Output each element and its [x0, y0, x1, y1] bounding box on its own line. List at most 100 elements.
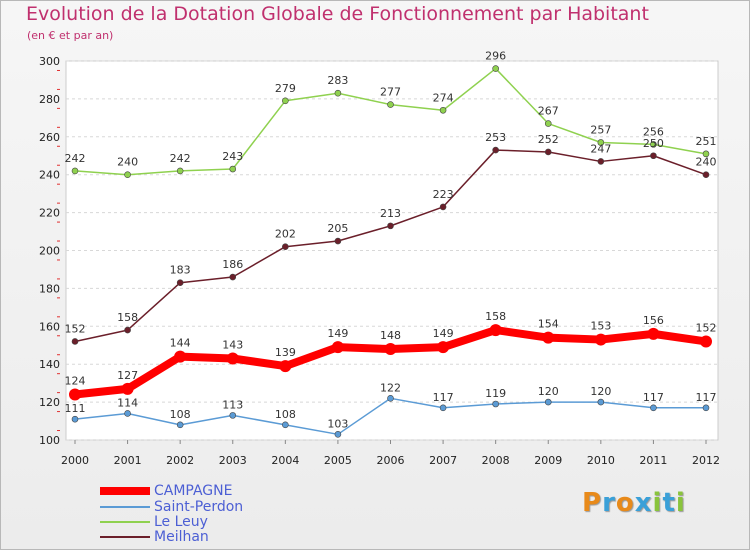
proxiti-logo: Proxiti	[582, 488, 686, 518]
data-point-meilhan	[439, 203, 447, 211]
data-point-le-leuy	[71, 167, 79, 175]
logo-letter: o	[615, 488, 635, 518]
data-label-saint-perdon: 114	[117, 396, 138, 409]
data-point-le-leuy	[492, 65, 499, 72]
y-tick-label: 120	[39, 396, 60, 409]
data-label-meilhan: 205	[327, 222, 348, 235]
data-point-saint-perdon	[71, 415, 79, 423]
data-point-meilhan	[71, 338, 79, 345]
data-point-saint-perdon	[282, 421, 289, 429]
data-point-le-leuy	[702, 150, 710, 158]
data-label-saint-perdon: 108	[170, 408, 191, 421]
chart-subtitle: (en € et par an)	[27, 29, 114, 42]
series-layer	[69, 65, 712, 438]
data-label-saint-perdon: 122	[380, 381, 401, 394]
data-point-campagne	[437, 341, 450, 354]
data-point-meilhan	[597, 158, 605, 165]
data-label-saint-perdon: 120	[590, 385, 611, 398]
y-tick-label: 260	[39, 131, 60, 144]
legend-swatch-saint-perdon	[100, 506, 150, 508]
x-tick-label: 2001	[114, 454, 142, 467]
data-label-meilhan: 223	[433, 188, 454, 201]
y-tick-label: 240	[39, 169, 60, 182]
logo-letter: t	[662, 488, 676, 518]
data-label-campagne: 144	[170, 337, 191, 350]
x-tick-label: 2009	[534, 454, 562, 467]
data-point-campagne	[69, 388, 81, 401]
x-tick-label: 2003	[219, 454, 247, 467]
y-tick-label: 220	[39, 207, 60, 220]
legend-swatch-meilhan	[100, 536, 150, 538]
data-label-meilhan: 152	[65, 322, 86, 335]
data-label-le-leuy: 267	[538, 105, 559, 118]
x-tick-label: 2000	[61, 454, 89, 467]
data-point-meilhan	[229, 273, 237, 281]
data-point-meilhan	[387, 222, 394, 230]
data-point-le-leuy	[124, 171, 131, 178]
legend-item-saint-perdon: Saint-Perdon	[100, 499, 360, 515]
data-label-le-leuy: 274	[433, 91, 454, 104]
y-tick-label: 180	[39, 282, 60, 295]
data-point-le-leuy	[282, 97, 289, 105]
data-point-le-leuy	[650, 141, 657, 148]
axis-layer: 100 120 140 160 180 200 220 240 260 280 300 2000 200…	[39, 55, 720, 467]
data-label-campagne: 152	[696, 321, 717, 334]
x-tick-label: 2010	[587, 454, 615, 467]
data-label-saint-perdon: 120	[538, 385, 559, 398]
data-point-saint-perdon	[387, 395, 394, 402]
data-label-le-leuy: 243	[222, 150, 243, 163]
data-point-le-leuy	[387, 101, 394, 108]
data-label-meilhan: 240	[696, 156, 717, 169]
x-tick-label: 2012	[692, 454, 720, 467]
data-point-saint-perdon	[439, 404, 447, 412]
data-label-le-leuy: 257	[590, 123, 611, 136]
legend-label-saint-perdon: Saint-Perdon	[154, 499, 244, 515]
data-label-saint-perdon: 117	[643, 391, 664, 404]
logo-letter: P	[582, 488, 603, 518]
data-label-campagne: 139	[275, 346, 296, 359]
legend-label-meilhan: Meilhan	[154, 529, 209, 545]
data-label-meilhan: 158	[117, 311, 138, 324]
data-point-saint-perdon	[544, 398, 552, 406]
data-point-meilhan	[492, 146, 499, 154]
data-label-meilhan: 183	[170, 264, 191, 277]
data-point-meilhan	[334, 237, 342, 245]
legend-item-meilhan: Meilhan	[100, 529, 360, 545]
x-tick-label: 2005	[324, 454, 352, 467]
legend-item-le-leuy: Le Leuy	[100, 514, 360, 530]
logo-letter: i	[652, 488, 663, 518]
data-label-meilhan: 247	[590, 142, 611, 155]
legend-swatch-campagne	[100, 487, 150, 495]
legend-label-campagne: CAMPAGNE	[154, 483, 233, 499]
data-label-saint-perdon: 113	[222, 398, 243, 411]
data-point-meilhan	[650, 152, 657, 160]
data-label-le-leuy: 279	[275, 82, 296, 95]
data-label-saint-perdon: 117	[696, 391, 717, 404]
data-point-saint-perdon	[702, 404, 710, 412]
data-label-saint-perdon: 103	[327, 417, 348, 430]
data-point-meilhan	[544, 148, 552, 156]
y-tick-label: 200	[39, 245, 60, 258]
data-point-saint-perdon	[492, 400, 499, 408]
data-point-campagne	[174, 350, 187, 363]
data-point-campagne	[121, 382, 134, 395]
data-label-meilhan: 202	[275, 228, 296, 241]
x-tick-label: 2008	[482, 454, 510, 467]
data-point-saint-perdon	[176, 421, 184, 429]
data-point-meilhan	[702, 171, 710, 178]
data-label-campagne: 148	[380, 329, 401, 342]
logo-letter: r	[602, 488, 616, 518]
data-label-saint-perdon: 108	[275, 408, 296, 421]
data-point-campagne	[700, 335, 712, 348]
x-tick-label: 2011	[639, 454, 667, 467]
x-tick-label: 2007	[429, 454, 457, 467]
data-label-meilhan: 186	[222, 258, 243, 271]
data-label-meilhan: 252	[538, 133, 559, 146]
data-label-layer: 242 240 242 243 279 283 277 274 296 267 257 256 251 1…	[65, 50, 717, 431]
data-label-campagne: 143	[222, 339, 243, 352]
data-point-campagne	[647, 327, 660, 340]
data-point-le-leuy	[544, 120, 552, 127]
x-tick-label: 2004	[271, 454, 299, 467]
data-point-campagne	[279, 360, 292, 373]
